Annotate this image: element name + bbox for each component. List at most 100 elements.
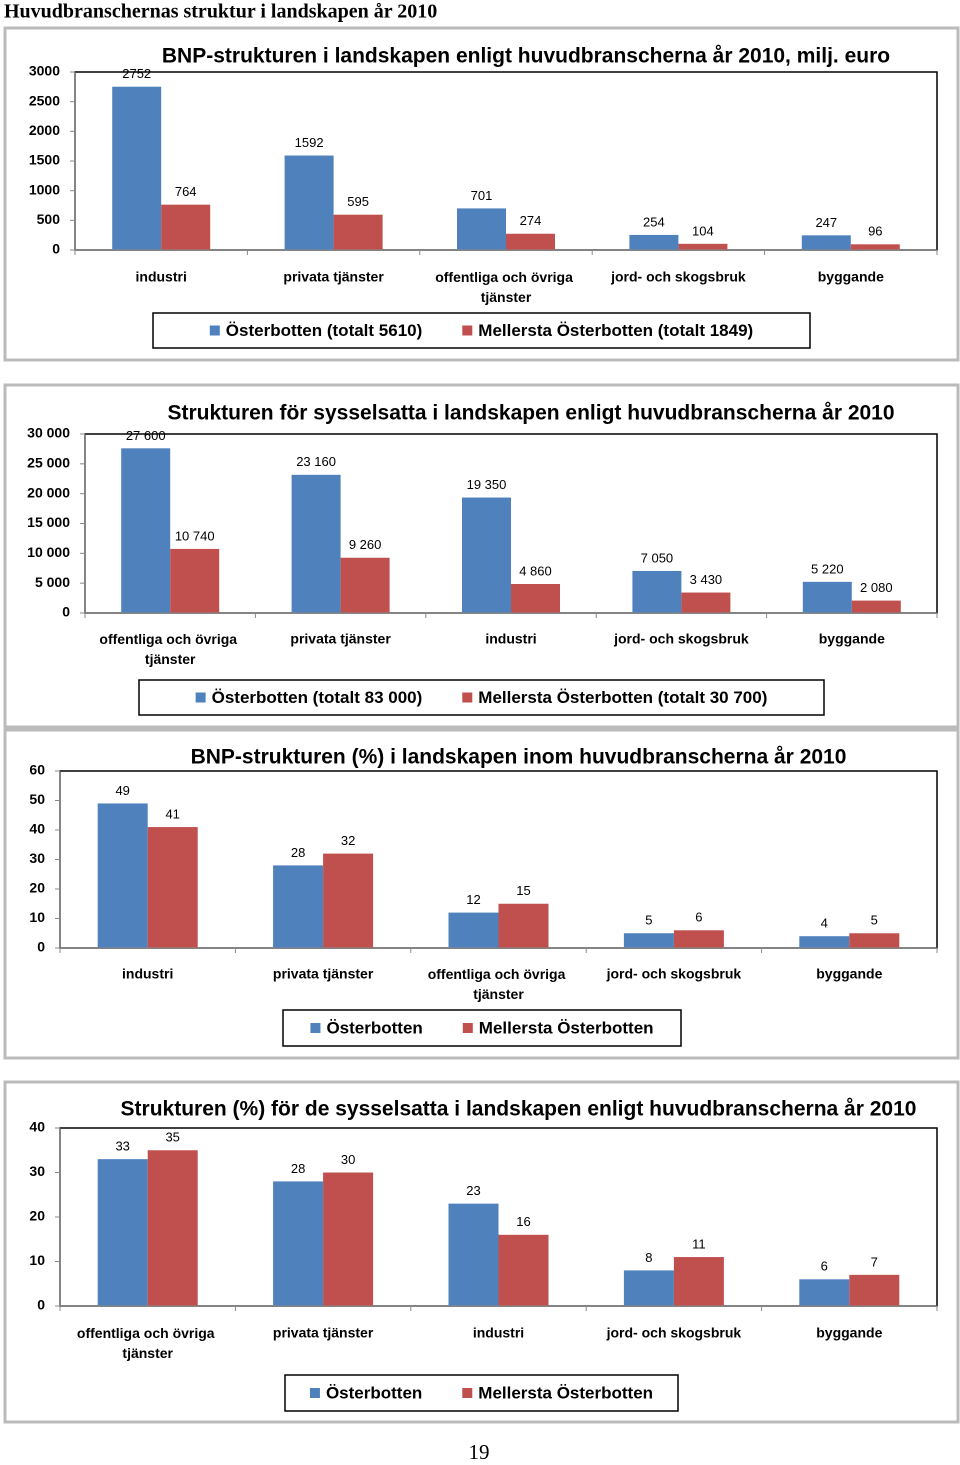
bar bbox=[802, 581, 852, 613]
y-tick-label: 30 bbox=[29, 1163, 45, 1179]
value-label: 764 bbox=[175, 184, 197, 199]
y-tick-label: 60 bbox=[29, 762, 45, 778]
chart-frame bbox=[3, 383, 960, 729]
y-tick-label: 15 000 bbox=[27, 514, 70, 530]
y-tick-label: 20 bbox=[29, 880, 45, 896]
x-tick-label: offentliga och övriga tjänster bbox=[435, 269, 577, 305]
x-tick-label: byggande bbox=[816, 966, 882, 982]
legend-frame bbox=[284, 1374, 679, 1412]
bar bbox=[97, 1159, 148, 1306]
chart-frame bbox=[3, 1080, 960, 1424]
legend-swatch bbox=[462, 1388, 473, 1398]
value-label: 41 bbox=[165, 806, 179, 821]
bar bbox=[448, 912, 499, 948]
x-tick-label: jord- och skogsbruk bbox=[606, 1325, 742, 1341]
x-tick-label: privata tjänster bbox=[283, 269, 384, 285]
legend-label: Mellersta Österbotten (totalt 30 700) bbox=[478, 688, 767, 707]
value-label: 19 350 bbox=[467, 477, 507, 492]
value-label: 35 bbox=[165, 1130, 179, 1145]
value-label: 28 bbox=[291, 845, 305, 860]
y-tick-label: 25 000 bbox=[27, 455, 70, 471]
legend-label: Österbotten (totalt 83 000) bbox=[212, 688, 423, 707]
value-label: 104 bbox=[692, 223, 714, 238]
value-label: 27 600 bbox=[126, 428, 166, 443]
x-tick-label: byggande bbox=[819, 631, 885, 647]
value-label: 1592 bbox=[295, 135, 324, 150]
bar bbox=[448, 1203, 499, 1306]
legend-swatch bbox=[209, 325, 220, 336]
y-tick-label: 30 bbox=[29, 850, 45, 866]
value-label: 274 bbox=[520, 213, 542, 228]
x-tick-label: industri bbox=[485, 631, 536, 647]
bar bbox=[681, 592, 731, 613]
y-tick-label: 20 000 bbox=[27, 484, 70, 500]
bar bbox=[121, 448, 171, 613]
bar bbox=[333, 214, 383, 250]
value-label: 254 bbox=[643, 214, 665, 229]
legend-label: Österbotten (totalt 5610) bbox=[226, 321, 422, 340]
bar bbox=[161, 204, 211, 250]
y-tick-label: 2000 bbox=[29, 122, 60, 138]
value-label: 701 bbox=[471, 188, 493, 203]
x-tick-label: jord- och skogsbruk bbox=[610, 269, 746, 285]
value-label: 8 bbox=[645, 1250, 652, 1265]
value-label: 96 bbox=[868, 224, 882, 239]
chart-frame bbox=[3, 728, 960, 1060]
y-tick-label: 20 bbox=[29, 1208, 45, 1224]
y-tick-label: 10 bbox=[29, 1252, 45, 1268]
bar bbox=[849, 1274, 900, 1306]
x-tick-label: offentliga och övriga tjänster bbox=[77, 1325, 219, 1361]
value-label: 6 bbox=[695, 910, 702, 925]
bar bbox=[623, 933, 674, 948]
chart-title: Strukturen (%) för de sysselsatta i land… bbox=[121, 1098, 917, 1121]
y-tick-label: 1500 bbox=[29, 152, 60, 168]
y-tick-label: 30 000 bbox=[27, 425, 70, 441]
value-label: 11 bbox=[692, 1236, 706, 1251]
y-tick-label: 3000 bbox=[29, 63, 60, 79]
bar bbox=[799, 1279, 850, 1306]
bar bbox=[799, 936, 850, 948]
chart-title: Strukturen för sysselsatta i landskapen … bbox=[167, 402, 894, 425]
bar bbox=[678, 243, 728, 250]
value-label: 4 bbox=[821, 916, 828, 931]
bar bbox=[851, 600, 901, 613]
bar bbox=[147, 827, 198, 948]
bar bbox=[97, 803, 148, 948]
legend-swatch bbox=[195, 692, 206, 703]
bar bbox=[284, 155, 334, 250]
y-tick-label: 0 bbox=[52, 241, 60, 257]
legend-frame bbox=[138, 679, 825, 716]
bar bbox=[147, 1150, 198, 1306]
value-label: 9 260 bbox=[349, 537, 382, 552]
legend-label: Österbotten bbox=[326, 1383, 422, 1402]
bar bbox=[462, 497, 511, 613]
value-label: 5 bbox=[871, 913, 878, 928]
chart-title: BNP-strukturen (%) i landskapen inom huv… bbox=[191, 746, 847, 769]
value-label: 30 bbox=[341, 1152, 355, 1167]
bar bbox=[849, 933, 900, 948]
x-tick-label: privata tjänster bbox=[273, 966, 374, 982]
bar bbox=[506, 233, 555, 250]
y-tick-label: 1000 bbox=[29, 181, 60, 197]
chart-frame bbox=[3, 26, 960, 362]
legend-label: Österbotten bbox=[326, 1018, 422, 1037]
bar bbox=[323, 1172, 374, 1306]
label-line: offentliga och övriga bbox=[428, 966, 570, 982]
x-tick-label: byggande bbox=[816, 1325, 882, 1341]
x-tick-label: jord- och skogsbruk bbox=[606, 966, 742, 982]
bar bbox=[498, 1234, 549, 1306]
value-label: 7 050 bbox=[641, 550, 674, 565]
bar bbox=[629, 234, 679, 250]
x-tick-label: industri bbox=[122, 966, 173, 982]
y-tick-label: 2500 bbox=[29, 92, 60, 108]
label-line: offentliga och övriga bbox=[77, 1325, 219, 1341]
bar bbox=[850, 244, 900, 250]
bar bbox=[498, 903, 549, 948]
value-label: 49 bbox=[115, 783, 129, 798]
bar bbox=[511, 584, 560, 613]
x-tick-label: offentliga och övriga tjänster bbox=[428, 966, 570, 1002]
y-tick-label: 40 bbox=[29, 1119, 45, 1135]
value-label: 5 bbox=[645, 913, 652, 928]
legend-label: Mellersta Österbotten bbox=[479, 1018, 654, 1037]
